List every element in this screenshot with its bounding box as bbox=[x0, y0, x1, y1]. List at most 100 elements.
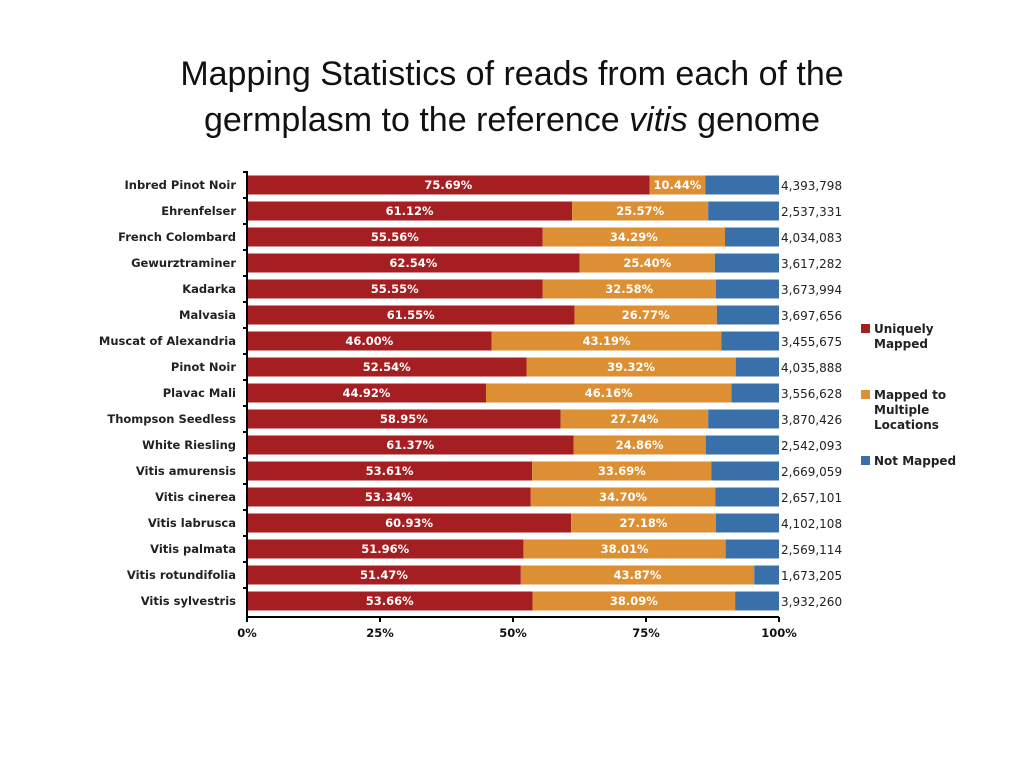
bar-mapped-multiple bbox=[532, 461, 712, 481]
bar-uniquely-mapped bbox=[247, 253, 580, 273]
total-reads-label: 3,455,675 bbox=[781, 335, 842, 349]
legend-swatch bbox=[861, 324, 870, 333]
data-label-uniquely: 75.69% bbox=[424, 178, 472, 192]
total-reads-label: 4,102,108 bbox=[781, 517, 842, 531]
legend-label: Uniquely bbox=[874, 322, 934, 336]
category-label: Vitis amurensis bbox=[136, 464, 236, 478]
data-label-uniquely: 51.96% bbox=[361, 542, 409, 556]
data-label-uniquely: 61.55% bbox=[387, 308, 435, 322]
data-label-uniquely: 60.93% bbox=[385, 516, 433, 530]
total-reads-label: 1,673,205 bbox=[781, 569, 842, 583]
bar-mapped-multiple bbox=[530, 487, 716, 507]
bar-mapped-multiple bbox=[542, 279, 716, 299]
bar-not-mapped bbox=[715, 487, 779, 507]
total-reads-label: 2,657,101 bbox=[781, 491, 842, 505]
bar-uniquely-mapped bbox=[247, 591, 533, 611]
data-label-uniquely: 53.61% bbox=[366, 464, 414, 478]
total-reads-label: 3,932,260 bbox=[781, 595, 842, 609]
bar-uniquely-mapped bbox=[247, 201, 573, 221]
data-label-uniquely: 44.92% bbox=[343, 386, 391, 400]
bar-mapped-multiple bbox=[572, 201, 709, 221]
category-label: French Colombard bbox=[118, 230, 236, 244]
category-label: Pinot Noir bbox=[171, 360, 236, 374]
bar-mapped-multiple bbox=[571, 513, 716, 533]
category-label: Gewurztraminer bbox=[131, 256, 236, 270]
data-label-uniquely: 61.12% bbox=[386, 204, 434, 218]
data-label-multiple: 24.86% bbox=[616, 438, 664, 452]
bar-not-mapped bbox=[715, 513, 779, 533]
data-label-multiple: 38.01% bbox=[601, 542, 649, 556]
total-reads-label: 3,673,994 bbox=[781, 283, 842, 297]
total-reads-label: 4,034,083 bbox=[781, 231, 842, 245]
category-label: Vitis sylvestris bbox=[141, 594, 236, 608]
bar-uniquely-mapped bbox=[247, 539, 524, 559]
bar-uniquely-mapped bbox=[247, 487, 531, 507]
legend-label: Mapped bbox=[874, 337, 928, 351]
bar-mapped-multiple bbox=[574, 305, 717, 325]
bar-mapped-multiple bbox=[542, 227, 726, 247]
bar-uniquely-mapped bbox=[247, 461, 533, 481]
title-text: germplasm to the reference bbox=[203, 101, 630, 139]
x-tick-label: 50% bbox=[499, 626, 527, 640]
total-reads-label: 4,393,798 bbox=[781, 179, 842, 193]
data-label-uniquely: 51.47% bbox=[360, 568, 408, 582]
chart-title-line1: Mapping Statistics of reads from each of… bbox=[180, 55, 844, 93]
title-italic-text: vitis bbox=[629, 101, 688, 139]
bar-not-mapped bbox=[705, 435, 779, 455]
data-label-multiple: 43.19% bbox=[583, 334, 631, 348]
bar-mapped-multiple bbox=[579, 253, 715, 273]
category-label: Thompson Seedless bbox=[107, 412, 236, 426]
total-reads-label: 2,537,331 bbox=[781, 205, 842, 219]
category-label: Kadarka bbox=[182, 282, 236, 296]
category-label: Malvasia bbox=[179, 308, 236, 322]
legend-swatch bbox=[861, 390, 870, 399]
bar-not-mapped bbox=[711, 461, 779, 481]
bar-not-mapped bbox=[725, 539, 779, 559]
data-label-multiple: 25.40% bbox=[623, 256, 671, 270]
title-text: genome bbox=[687, 101, 821, 139]
data-label-multiple: 25.57% bbox=[616, 204, 664, 218]
data-label-uniquely: 58.95% bbox=[380, 412, 428, 426]
data-label-multiple: 33.69% bbox=[598, 464, 646, 478]
bar-not-mapped bbox=[708, 409, 779, 429]
category-label: Vitis labrusca bbox=[148, 516, 236, 530]
x-tick-label: 25% bbox=[366, 626, 394, 640]
legend-swatch bbox=[861, 456, 870, 465]
bar-mapped-multiple bbox=[523, 539, 726, 559]
bar-uniquely-mapped bbox=[247, 435, 574, 455]
bar-uniquely-mapped bbox=[247, 357, 527, 377]
x-tick-label: 0% bbox=[237, 626, 257, 640]
category-label: Ehrenfelser bbox=[161, 204, 236, 218]
data-label-multiple: 46.16% bbox=[585, 386, 633, 400]
bar-uniquely-mapped bbox=[247, 409, 561, 429]
bar-uniquely-mapped bbox=[247, 513, 572, 533]
bar-uniquely-mapped bbox=[247, 383, 486, 403]
total-reads-label: 2,569,114 bbox=[781, 543, 842, 557]
x-tick-label: 100% bbox=[761, 626, 797, 640]
bar-not-mapped bbox=[715, 279, 779, 299]
data-label-uniquely: 53.66% bbox=[366, 594, 414, 608]
bar-uniquely-mapped bbox=[247, 227, 543, 247]
bar-not-mapped bbox=[714, 253, 779, 273]
total-reads-label: 2,542,093 bbox=[781, 439, 842, 453]
bar-not-mapped bbox=[735, 357, 779, 377]
data-label-multiple: 32.58% bbox=[605, 282, 653, 296]
bar-uniquely-mapped bbox=[247, 565, 521, 585]
bar-uniquely-mapped bbox=[247, 331, 492, 351]
data-label-uniquely: 53.34% bbox=[365, 490, 413, 504]
category-label: White Riesling bbox=[142, 438, 236, 452]
data-label-multiple: 34.70% bbox=[599, 490, 647, 504]
data-label-multiple: 10.44% bbox=[653, 178, 701, 192]
data-label-uniquely: 46.00% bbox=[345, 334, 393, 348]
bar-not-mapped bbox=[754, 565, 779, 585]
total-reads-label: 3,870,426 bbox=[781, 413, 842, 427]
data-label-multiple: 27.18% bbox=[619, 516, 667, 530]
x-tick-label: 75% bbox=[632, 626, 660, 640]
chart-title-line2: germplasm to the reference vitis genome bbox=[0, 98, 1024, 142]
data-label-uniquely: 61.37% bbox=[386, 438, 434, 452]
legend-label: Multiple bbox=[874, 403, 929, 417]
bar-mapped-multiple bbox=[526, 357, 736, 377]
data-label-multiple: 43.87% bbox=[614, 568, 662, 582]
total-reads-label: 3,617,282 bbox=[781, 257, 842, 271]
